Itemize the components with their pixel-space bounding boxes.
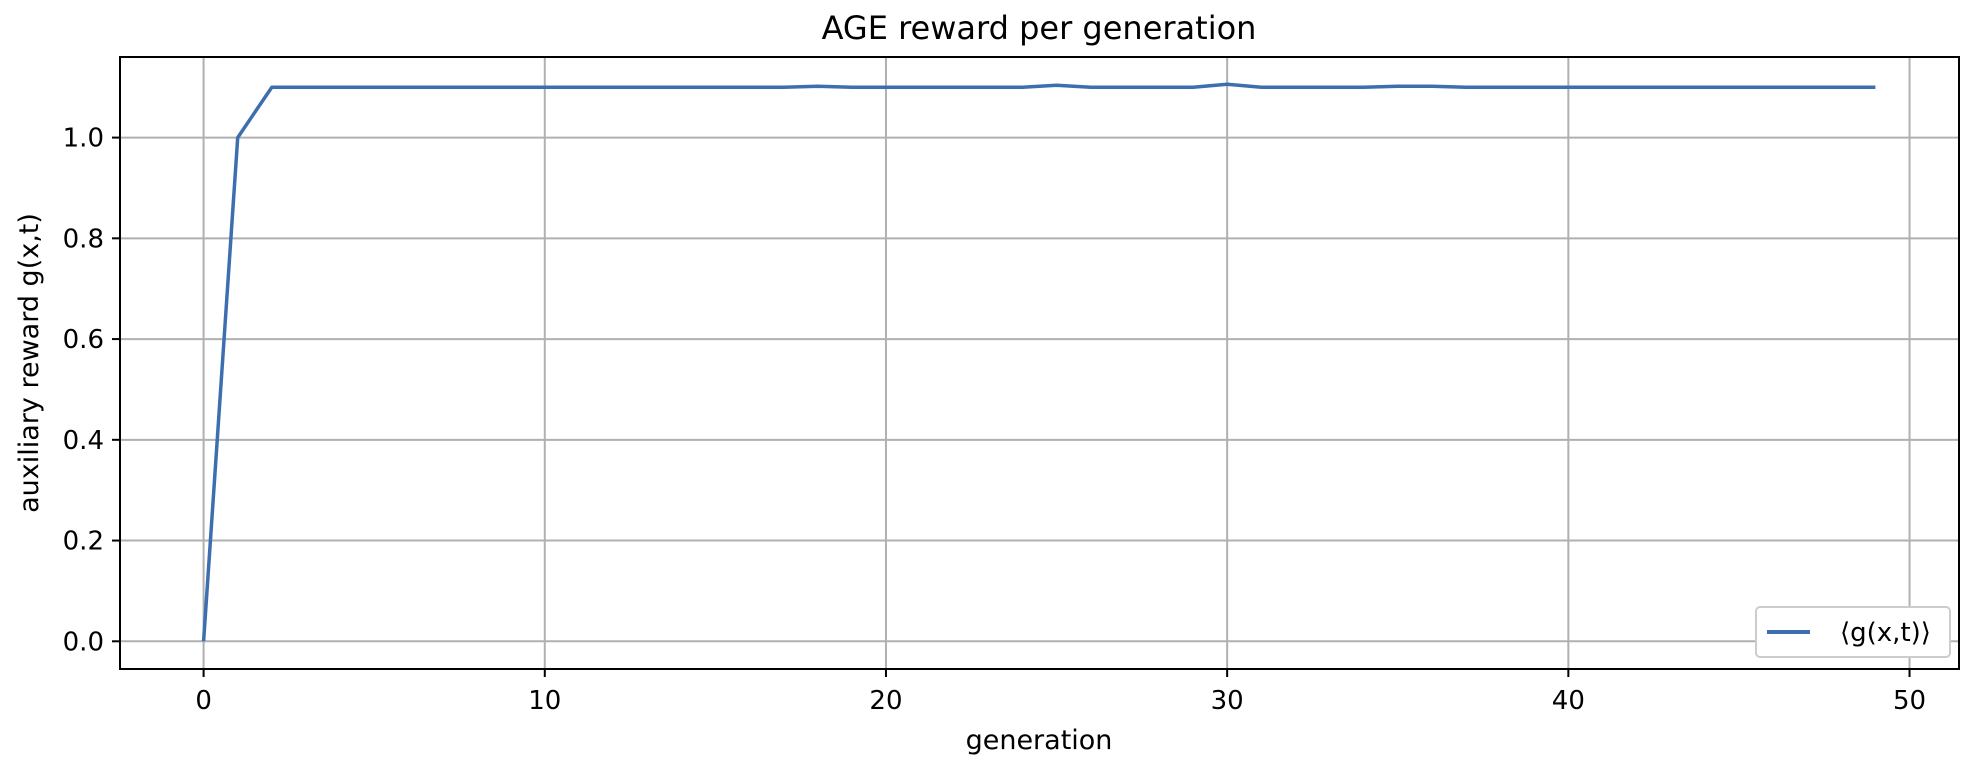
- legend-label: ⟨g(x,t)⟩: [1840, 618, 1931, 648]
- x-axis-label: generation: [966, 725, 1113, 756]
- x-tick-label: 10: [528, 686, 561, 716]
- x-tick-label: 20: [869, 686, 902, 716]
- y-axis-label: auxiliary reward g(x,t): [14, 213, 45, 513]
- y-tick-label: 0.6: [63, 325, 104, 355]
- y-tick-label: 1.0: [63, 124, 104, 154]
- x-tick-label: 0: [195, 686, 212, 716]
- y-tick-label: 0.8: [63, 224, 104, 254]
- legend: ⟨g(x,t)⟩: [1755, 606, 1951, 658]
- y-tick-label: 0.0: [63, 627, 104, 657]
- x-tick-label: 30: [1211, 686, 1244, 716]
- plot-frame: [119, 56, 1960, 670]
- series-line: [201, 82, 1876, 642]
- legend-box: [1755, 606, 1951, 658]
- chart-title: AGE reward per generation: [822, 9, 1257, 47]
- x-tick-label: 50: [1893, 686, 1926, 716]
- axis-ticks: 0 10 20 30 40 50 0.0 0.2 0.4 0.6 0.8 1.0: [63, 124, 1926, 716]
- grid-lines: [120, 57, 1959, 669]
- y-tick-label: 0.2: [63, 527, 104, 557]
- series-layer: [201, 82, 1876, 642]
- x-tick-label: 40: [1552, 686, 1585, 716]
- y-tick-label: 0.4: [63, 426, 104, 456]
